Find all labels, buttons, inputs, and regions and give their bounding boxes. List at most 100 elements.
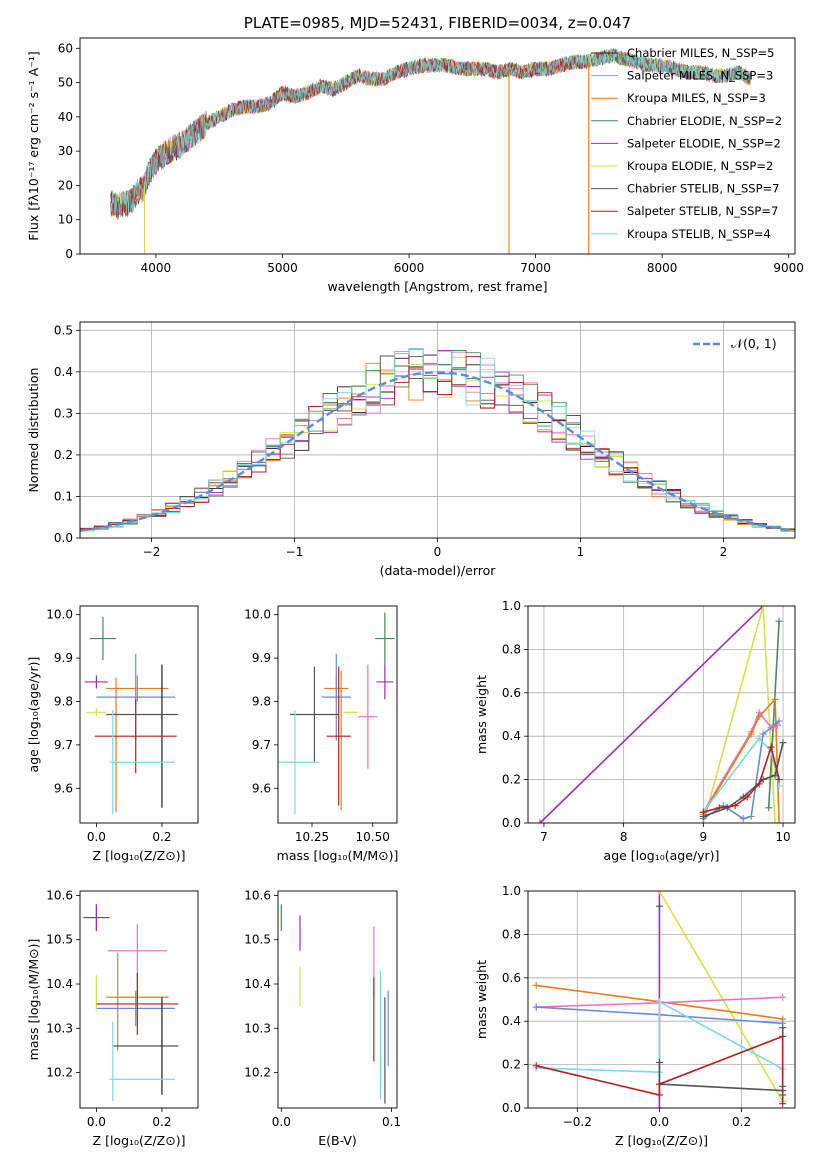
x-tick-label: −2 [143, 545, 161, 559]
data-point-marker [779, 1091, 787, 1099]
data-point-marker [532, 981, 540, 989]
y-tick-label: 9.8 [252, 694, 271, 708]
data-point-marker [759, 730, 767, 738]
axes-frame [79, 37, 796, 255]
x-tick-label: 9000 [773, 261, 804, 275]
y-tick-label: 0.1 [54, 489, 73, 503]
x-tick-label: 5000 [267, 261, 298, 275]
plot-area [528, 606, 795, 823]
data-point-marker [532, 1003, 540, 1011]
data-point-marker [771, 695, 779, 703]
y-tick-label: 10.0 [46, 608, 73, 622]
data-point-marker [715, 804, 723, 812]
y-tick-label: 0.4 [502, 1014, 521, 1028]
y-tick-label: 0.2 [502, 773, 521, 787]
x-tick-label: −0.2 [563, 1115, 592, 1129]
plot-area [83, 904, 179, 1102]
weight-line [539, 606, 764, 823]
y-tick-label: 0.5 [54, 323, 73, 337]
data-point-marker [779, 1082, 787, 1090]
panel-mass-vs-EBV: 0.0 0.1 10.2 10.3 10.4 10.5 10.6 E(B-V) [244, 888, 401, 1148]
y-tick-label: 9.6 [54, 781, 73, 795]
x-axis-label: Z [log₁₀(Z/Z⊙)] [93, 848, 186, 863]
x-tick-label: 1 [577, 545, 585, 559]
legend: Chabrier MILES, N_SSP=5 Salpeter MILES, N… [591, 46, 782, 241]
y-tick-label: 10.5 [244, 933, 271, 947]
y-tick-label: 0 [65, 247, 73, 261]
weight-line [702, 720, 780, 820]
data-point-marker [655, 1104, 663, 1108]
data-point-marker [655, 902, 663, 910]
x-axis-label: wavelength [Angstrom, rest frame] [327, 279, 547, 294]
y-tick-label: 0.2 [502, 1058, 521, 1072]
x-tick-label: 0 [434, 545, 442, 559]
data-point-marker [655, 1080, 663, 1088]
x-tick-label: 10.50 [356, 830, 390, 844]
x-tick-label: 9 [700, 830, 708, 844]
plot-area [278, 612, 395, 815]
x-tick-label: 0.0 [272, 1115, 291, 1129]
data-point-marker [779, 1032, 787, 1040]
y-tick-label: 0.3 [54, 406, 73, 420]
y-tick-label: 10.3 [244, 1021, 271, 1035]
y-axis-label: Normed distribution [26, 368, 41, 493]
chart-title: PLATE=0985, MJD=52431, FIBERID=0034, z=0… [244, 14, 631, 32]
normal-reference-curve [80, 371, 795, 532]
x-axis-label: Z [log₁₀(Z/Z⊙)] [93, 1133, 186, 1148]
legend-label: Chabrier MILES, N_SSP=5 [627, 46, 774, 60]
x-tick-label: 0.2 [152, 1115, 171, 1129]
weight-line [658, 891, 784, 1102]
data-point-marker [771, 819, 779, 823]
y-tick-label: 0.0 [502, 816, 521, 830]
data-point-marker [655, 891, 663, 895]
data-point-marker [755, 780, 763, 788]
histogram-step [80, 355, 795, 530]
y-tick-label: 10 [58, 213, 73, 227]
weight-line [702, 737, 780, 813]
y-tick-label: 0.6 [502, 686, 521, 700]
data-point-marker [743, 793, 751, 801]
panel-weight-vs-age: 7 8 9 10 0.0 0.2 0.4 0.6 0.8 1.0 age [log₁₀(age/yr… [474, 599, 796, 863]
axes-frame [527, 890, 796, 1109]
y-axis-label: Flux [fλ10⁻¹⁷ erg cm⁻² s⁻¹ A⁻¹] [26, 51, 41, 240]
data-point-marker [775, 819, 783, 823]
y-tick-label: 0.0 [502, 1101, 521, 1115]
y-axis-label: age [log₁₀(age/yr)] [26, 657, 41, 773]
y-tick-label: 9.6 [252, 781, 271, 795]
plot-area [280, 904, 389, 1104]
axes-frame [277, 605, 398, 824]
y-tick-label: 0.2 [54, 448, 73, 462]
y-tick-label: 0.6 [502, 971, 521, 985]
x-tick-label: 0.2 [152, 830, 171, 844]
y-tick-label: 10.0 [244, 608, 271, 622]
x-tick-label: 8 [620, 830, 628, 844]
legend-label: Chabrier ELODIE, N_SSP=2 [627, 114, 782, 128]
data-point-marker [779, 993, 787, 1001]
data-point-marker [765, 804, 773, 812]
data-point-marker [767, 743, 775, 751]
y-tick-label: 9.9 [252, 651, 271, 665]
plot-area [110, 48, 751, 254]
panel-spectrum: 4000 5000 6000 7000 8000 9000 0 10 20 30 40 50 60 wav… [26, 14, 804, 294]
x-tick-label: 6000 [394, 261, 425, 275]
x-tick-label: 0.0 [650, 1115, 669, 1129]
data-point-marker [747, 812, 755, 820]
data-point-marker [536, 819, 544, 823]
data-point-marker [775, 617, 783, 625]
y-tick-label: 9.8 [54, 694, 73, 708]
data-point-marker [779, 1100, 787, 1108]
plot-area [528, 891, 795, 1108]
legend: 𝒩(0, 1) [693, 336, 777, 351]
legend-label: Salpeter ELODIE, N_SSP=2 [627, 136, 781, 150]
y-axis-label: mass weight [474, 675, 489, 754]
x-axis-label: age [log₁₀(age/yr)] [604, 848, 720, 863]
data-point-marker [755, 713, 763, 721]
legend-label: Salpeter STELIB, N_SSP=7 [627, 204, 778, 218]
y-tick-label: 10.4 [244, 977, 271, 991]
x-tick-label: 7000 [520, 261, 551, 275]
y-tick-label: 9.7 [252, 738, 271, 752]
x-tick-label: 10.25 [295, 830, 329, 844]
data-point-marker [775, 782, 783, 790]
data-point-marker [779, 739, 787, 747]
